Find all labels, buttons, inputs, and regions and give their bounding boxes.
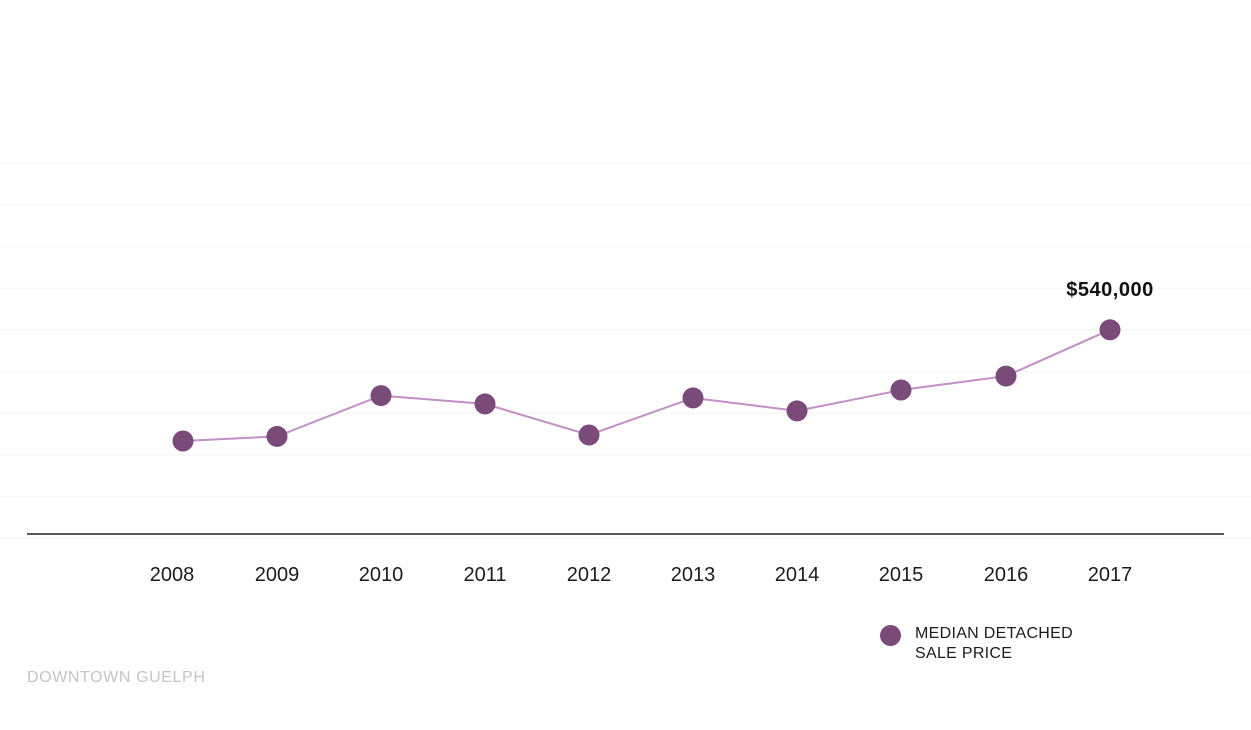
x-tick-label: 2012 (567, 564, 612, 586)
x-tick-label: 2010 (359, 564, 404, 586)
x-tick-label: 2017 (1088, 564, 1133, 586)
data-label: $540,000 (1066, 279, 1153, 301)
legend: MEDIAN DETACHED SALE PRICE (880, 624, 1073, 664)
series-line-median-price (182, 328, 1111, 442)
data-point (474, 393, 496, 415)
data-point (1099, 319, 1121, 341)
gridlines (0, 162, 1251, 539)
data-labels: $540,000 (1066, 279, 1153, 301)
source-label: DOWNTOWN GUELPH (27, 669, 206, 686)
x-tick-label: 2016 (984, 564, 1029, 586)
data-point (370, 385, 392, 407)
data-point (786, 400, 808, 422)
legend-marker-icon (880, 625, 901, 646)
x-tick-label: 2015 (879, 564, 924, 586)
x-tick-label: 2014 (775, 564, 820, 586)
x-tick-label: 2009 (255, 564, 300, 586)
data-point (266, 425, 288, 447)
data-points (172, 319, 1121, 452)
legend-label-line-1: MEDIAN DETACHED (915, 625, 1073, 642)
x-tick-label: 2013 (671, 564, 716, 586)
x-tick-label: 2011 (463, 564, 506, 586)
x-axis-ticks: 2008 2009 2010 2011 2012 2013 2014 2015 2016 2017 (150, 564, 1133, 586)
legend-label-line-2: SALE PRICE (915, 645, 1013, 662)
x-tick-label: 2008 (150, 564, 195, 586)
data-point (995, 365, 1017, 387)
data-point (682, 387, 704, 409)
data-point (890, 379, 912, 401)
data-point (578, 424, 600, 446)
data-point (172, 430, 194, 452)
legend-label: MEDIAN DETACHED SALE PRICE (915, 624, 1073, 664)
